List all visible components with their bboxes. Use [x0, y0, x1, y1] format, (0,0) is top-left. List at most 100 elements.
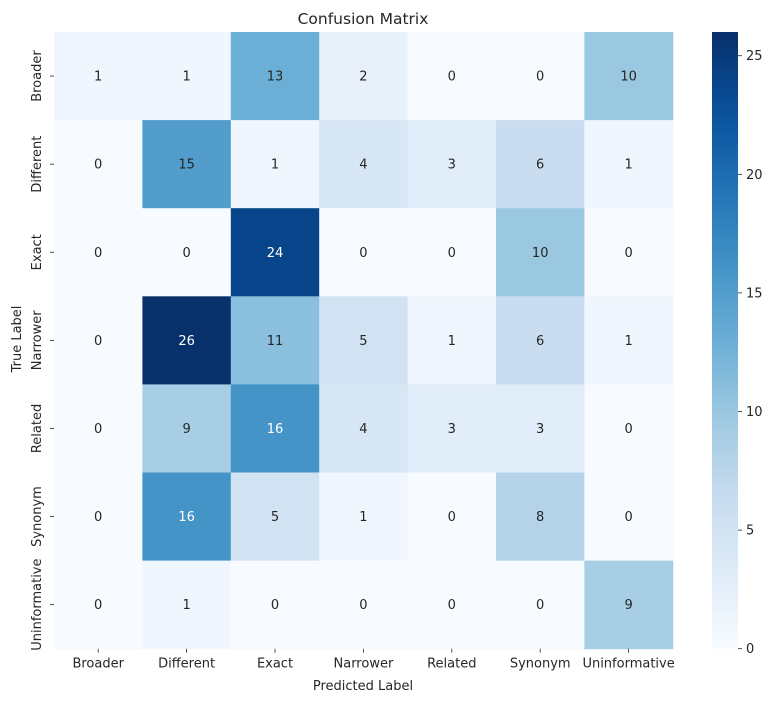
heatmap-cell	[496, 120, 585, 209]
cell-value-label: 26	[178, 334, 195, 349]
heatmap-cell	[319, 32, 409, 121]
heatmap-cell	[230, 384, 320, 473]
y-tick-label: Exact	[30, 234, 45, 270]
heatmap-cell	[584, 120, 674, 209]
cell-value-label: 4	[359, 158, 367, 173]
y-tick-label: Uninformative	[30, 559, 45, 651]
heatmap-cell	[230, 560, 320, 650]
heatmap-cell	[54, 296, 143, 385]
heatmap-cell	[319, 120, 409, 209]
cell-value-label: 0	[624, 510, 632, 525]
cell-value-label: 10	[532, 246, 549, 261]
heatmap-cell	[54, 120, 143, 209]
cell-value-label: 24	[267, 246, 284, 261]
x-tick-label: Different	[158, 657, 215, 672]
y-tick-label: Broader	[30, 50, 45, 102]
cell-value-label: 1	[624, 334, 632, 349]
heatmap-cell	[142, 208, 232, 297]
heatmap-cell	[584, 208, 674, 297]
heatmap-cell	[319, 208, 409, 297]
colorbar-tick-label: 0	[746, 642, 754, 657]
cell-value-label: 0	[94, 422, 102, 437]
cell-value-label: 11	[267, 334, 284, 349]
heatmap-cell	[584, 296, 674, 385]
heatmap-cell	[54, 208, 143, 297]
colorbar-tick-label: 15	[746, 286, 763, 301]
heatmap-cell	[54, 560, 143, 650]
heatmap-cell	[496, 208, 585, 297]
cell-value-label: 1	[448, 334, 456, 349]
heatmap-cell	[142, 120, 232, 209]
x-tick-label: Exact	[257, 657, 293, 672]
heatmap-cell	[230, 120, 320, 209]
heatmap-cell	[54, 32, 143, 121]
cell-value-label: 0	[94, 158, 102, 173]
y-tick-label: Narrower	[30, 310, 45, 370]
heatmap-cell	[142, 32, 232, 121]
cell-value-label: 0	[94, 510, 102, 525]
cell-value-label: 5	[271, 510, 279, 525]
heatmap-cell	[584, 384, 674, 473]
cell-value-label: 0	[448, 598, 456, 613]
heatmap-cell	[407, 120, 497, 209]
y-tick-label: Related	[30, 404, 45, 453]
cell-value-label: 1	[271, 158, 279, 173]
x-axis-label: Predicted Label	[313, 679, 413, 694]
heatmap-cell	[496, 384, 585, 473]
cell-value-label: 13	[267, 70, 284, 85]
cell-value-label: 0	[448, 510, 456, 525]
heatmap-cell	[230, 208, 320, 297]
colorbar-tick-label: 25	[746, 49, 763, 64]
heatmap-cell	[496, 472, 585, 562]
cell-value-label: 0	[624, 422, 632, 437]
heatmap-cell	[496, 296, 585, 385]
heatmap-cell	[142, 384, 232, 473]
cell-value-label: 0	[359, 246, 367, 261]
heatmap-cell	[496, 32, 585, 121]
cell-value-label: 0	[536, 70, 544, 85]
cell-value-label: 0	[94, 246, 102, 261]
cell-value-label: 6	[536, 158, 544, 173]
cell-value-label: 0	[536, 598, 544, 613]
heatmap-cell	[584, 472, 674, 562]
cell-value-label: 0	[624, 246, 632, 261]
cell-value-label: 2	[359, 70, 367, 85]
heatmap-cell	[319, 384, 409, 473]
cell-value-label: 0	[448, 246, 456, 261]
cell-value-label: 0	[448, 70, 456, 85]
colorbar-tick-label: 5	[746, 524, 754, 539]
cell-value-label: 0	[359, 598, 367, 613]
heatmap-cell	[407, 472, 497, 562]
heatmap-cell	[230, 472, 320, 562]
heatmap-cell	[54, 384, 143, 473]
cell-value-label: 1	[182, 598, 190, 613]
cell-value-label: 6	[536, 334, 544, 349]
cell-value-label: 9	[182, 422, 190, 437]
y-axis-label: True Label	[10, 306, 25, 374]
heatmap-cell	[407, 208, 497, 297]
colorbar-tick-label: 10	[746, 405, 763, 420]
heatmap-cell	[319, 560, 409, 650]
heatmap-cell	[407, 296, 497, 385]
heatmap-cell	[319, 296, 409, 385]
cell-value-label: 10	[620, 70, 637, 85]
y-tick-label: Synonym	[30, 486, 45, 547]
x-tick-label: Synonym	[510, 657, 571, 672]
x-tick-label: Broader	[72, 657, 124, 672]
cell-value-label: 0	[94, 334, 102, 349]
heatmap-cell	[584, 32, 674, 121]
cell-value-label: 0	[271, 598, 279, 613]
heatmap-cell	[230, 296, 320, 385]
cell-value-label: 4	[359, 422, 367, 437]
y-tick-label: Different	[30, 136, 45, 193]
heatmap-cell	[496, 560, 585, 650]
heatmap-cell	[407, 560, 497, 650]
heatmap-cell	[142, 560, 232, 650]
heatmap-cell	[407, 384, 497, 473]
cell-value-label: 1	[359, 510, 367, 525]
cell-value-label: 0	[94, 598, 102, 613]
x-tick-label: Narrower	[334, 657, 394, 672]
cell-value-label: 15	[178, 158, 195, 173]
heatmap-cells: 1 1 13 2 0 0 100 15 1 4 3 6 10 0 24 0 0 10 00 26 11 5 1 6 10 9 16 4…	[54, 32, 674, 650]
